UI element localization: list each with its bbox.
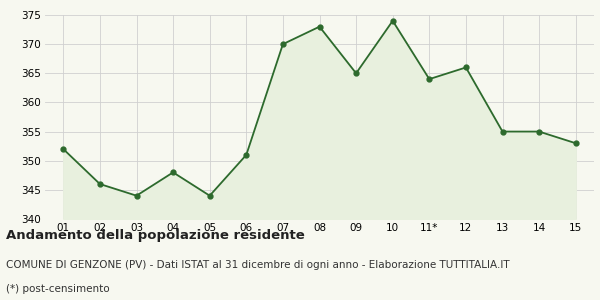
Text: COMUNE DI GENZONE (PV) - Dati ISTAT al 31 dicembre di ogni anno - Elaborazione T: COMUNE DI GENZONE (PV) - Dati ISTAT al 3… — [6, 260, 509, 269]
Text: Andamento della popolazione residente: Andamento della popolazione residente — [6, 230, 305, 242]
Text: (*) post-censimento: (*) post-censimento — [6, 284, 110, 293]
